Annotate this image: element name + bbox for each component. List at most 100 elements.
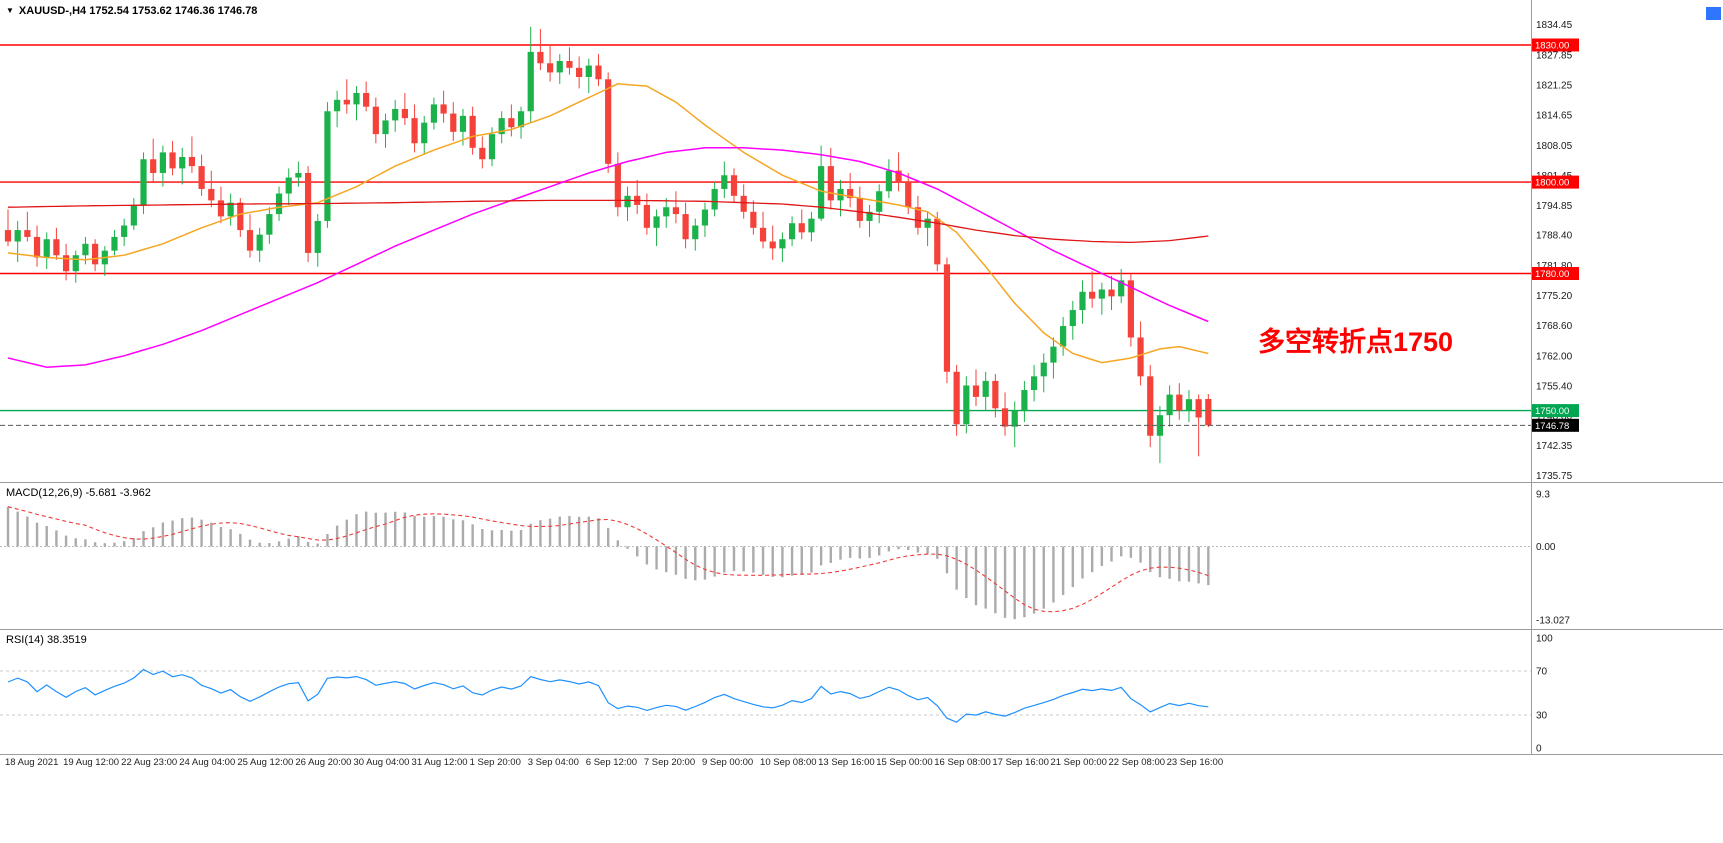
candle-body — [256, 234, 263, 251]
candle-body — [43, 239, 50, 258]
rsi-indicator-label: RSI(14) 38.3519 — [6, 634, 87, 646]
macd-axis-tick: 0.00 — [1536, 542, 1556, 553]
time-axis-label: 24 Aug 04:00 — [179, 757, 236, 768]
candle-body — [217, 200, 225, 217]
candle-body — [334, 99, 341, 112]
candle-body — [227, 202, 234, 217]
level-badge-label: 1830.00 — [1535, 41, 1569, 52]
price-tick-label: 1788.40 — [1536, 231, 1573, 242]
candle-body — [508, 118, 515, 128]
time-axis-label: 22 Aug 23:00 — [121, 757, 178, 768]
panel-separator[interactable] — [0, 482, 1723, 483]
macd-signal-line — [7, 506, 1209, 613]
price-tick-label: 1794.85 — [1536, 201, 1573, 212]
candle-body — [643, 204, 650, 228]
candle-body — [566, 60, 573, 68]
candle-body — [111, 236, 118, 251]
time-axis-label: 15 Sep 00:00 — [876, 757, 933, 768]
level-badge-label: 1780.00 — [1535, 269, 1569, 280]
candle-body — [692, 225, 699, 240]
candle-body — [169, 152, 176, 169]
macd-canvas[interactable]: 9.3 0.00 -13.027 — [0, 483, 1723, 629]
price-tick-label: 1814.65 — [1536, 111, 1573, 122]
candle-body — [711, 188, 718, 210]
candle-body — [537, 51, 544, 64]
macd-axis-tick: 9.3 — [1536, 490, 1550, 501]
candle-body — [1011, 410, 1018, 427]
candle-body — [1185, 399, 1193, 411]
candle-body — [905, 182, 912, 208]
rsi-axis-tick: 100 — [1536, 634, 1553, 645]
candle-body — [372, 106, 379, 135]
time-axis-label: 19 Aug 12:00 — [63, 757, 120, 768]
candle-body — [1030, 376, 1038, 391]
main-chart-panel[interactable]: 1834.451827.851821.251814.651808.051801.… — [0, 0, 1723, 482]
candle-body — [769, 241, 776, 249]
candle-body — [1021, 390, 1028, 411]
candle-body — [1166, 394, 1173, 416]
panel-separator[interactable] — [0, 629, 1723, 630]
panel-separator — [0, 754, 1723, 755]
candle-body — [1040, 362, 1047, 377]
scroll-indicator — [1706, 7, 1721, 20]
candle-body — [246, 230, 254, 251]
candle-body — [1137, 337, 1144, 377]
candle-body — [779, 239, 786, 249]
candle-body — [866, 211, 873, 221]
candle-body — [150, 159, 157, 173]
price-chart-canvas[interactable]: 1834.451827.851821.251814.651808.051801.… — [0, 0, 1723, 482]
candle-body — [759, 227, 767, 242]
candle-body — [295, 172, 302, 178]
candle-body — [450, 113, 457, 132]
candle-body — [808, 218, 815, 233]
macd-panel[interactable]: 9.3 0.00 -13.027 — [0, 483, 1723, 629]
level-price-badge — [1532, 175, 1579, 189]
candle-body — [605, 79, 612, 164]
candle-body — [121, 225, 128, 237]
rsi-canvas[interactable]: 100 70 30 0 — [0, 630, 1723, 754]
chart-title-text: XAUUSD-,H4 1752.54 1753.62 1746.36 1746.… — [18, 5, 258, 17]
candle-body — [382, 120, 389, 135]
candle-body — [701, 209, 709, 226]
candle-body — [179, 156, 186, 169]
time-axis-label: 22 Sep 08:00 — [1108, 757, 1166, 768]
price-tick-label: 1821.25 — [1536, 80, 1573, 91]
chevron-down-icon[interactable]: ▼ — [6, 6, 14, 15]
ma-line-mid-magenta — [7, 147, 1209, 368]
rsi-axis-tick: 30 — [1536, 711, 1548, 722]
time-axis-label: 23 Sep 16:00 — [1166, 757, 1224, 768]
candle-body — [556, 60, 563, 73]
time-axis-label: 1 Sep 20:00 — [469, 757, 521, 768]
rsi-axis-tick: 0 — [1536, 744, 1542, 755]
candle-body — [266, 214, 273, 235]
candle-body — [140, 159, 147, 205]
level-price-badge — [1532, 267, 1579, 280]
candle-body — [411, 118, 418, 144]
price-tick-label: 1781.80 — [1536, 261, 1573, 272]
rsi-panel[interactable]: 100 70 30 0 — [0, 630, 1723, 754]
candle-body — [1079, 291, 1086, 311]
rsi-axis-tick: 70 — [1536, 667, 1548, 678]
candle-body — [401, 108, 408, 119]
candle-body — [353, 92, 360, 105]
candle-body — [517, 111, 525, 128]
price-tick-label: 1755.40 — [1536, 381, 1573, 392]
price-axis[interactable] — [1531, 0, 1723, 754]
candle-body — [663, 207, 670, 217]
price-tick-label: 1768.60 — [1536, 321, 1573, 332]
time-axis[interactable]: 18 Aug 2021 19 Aug 12:00 22 Aug 23:00 24 Au… — [0, 755, 1723, 777]
candle-body — [237, 202, 244, 231]
candle-body — [1089, 291, 1096, 299]
time-axis-label: 10 Sep 08:00 — [760, 757, 817, 768]
time-axis-label: 9 Sep 00:00 — [701, 757, 754, 768]
candle-body — [1069, 310, 1076, 327]
macd-axis-tick: -13.027 — [1536, 616, 1570, 627]
candle-body — [430, 104, 438, 123]
price-axis-line — [1531, 0, 1532, 754]
candle-body — [285, 177, 292, 194]
candle-body — [924, 218, 931, 228]
candle-body — [33, 236, 41, 258]
candle-body — [92, 243, 99, 265]
candle-body — [324, 111, 331, 221]
